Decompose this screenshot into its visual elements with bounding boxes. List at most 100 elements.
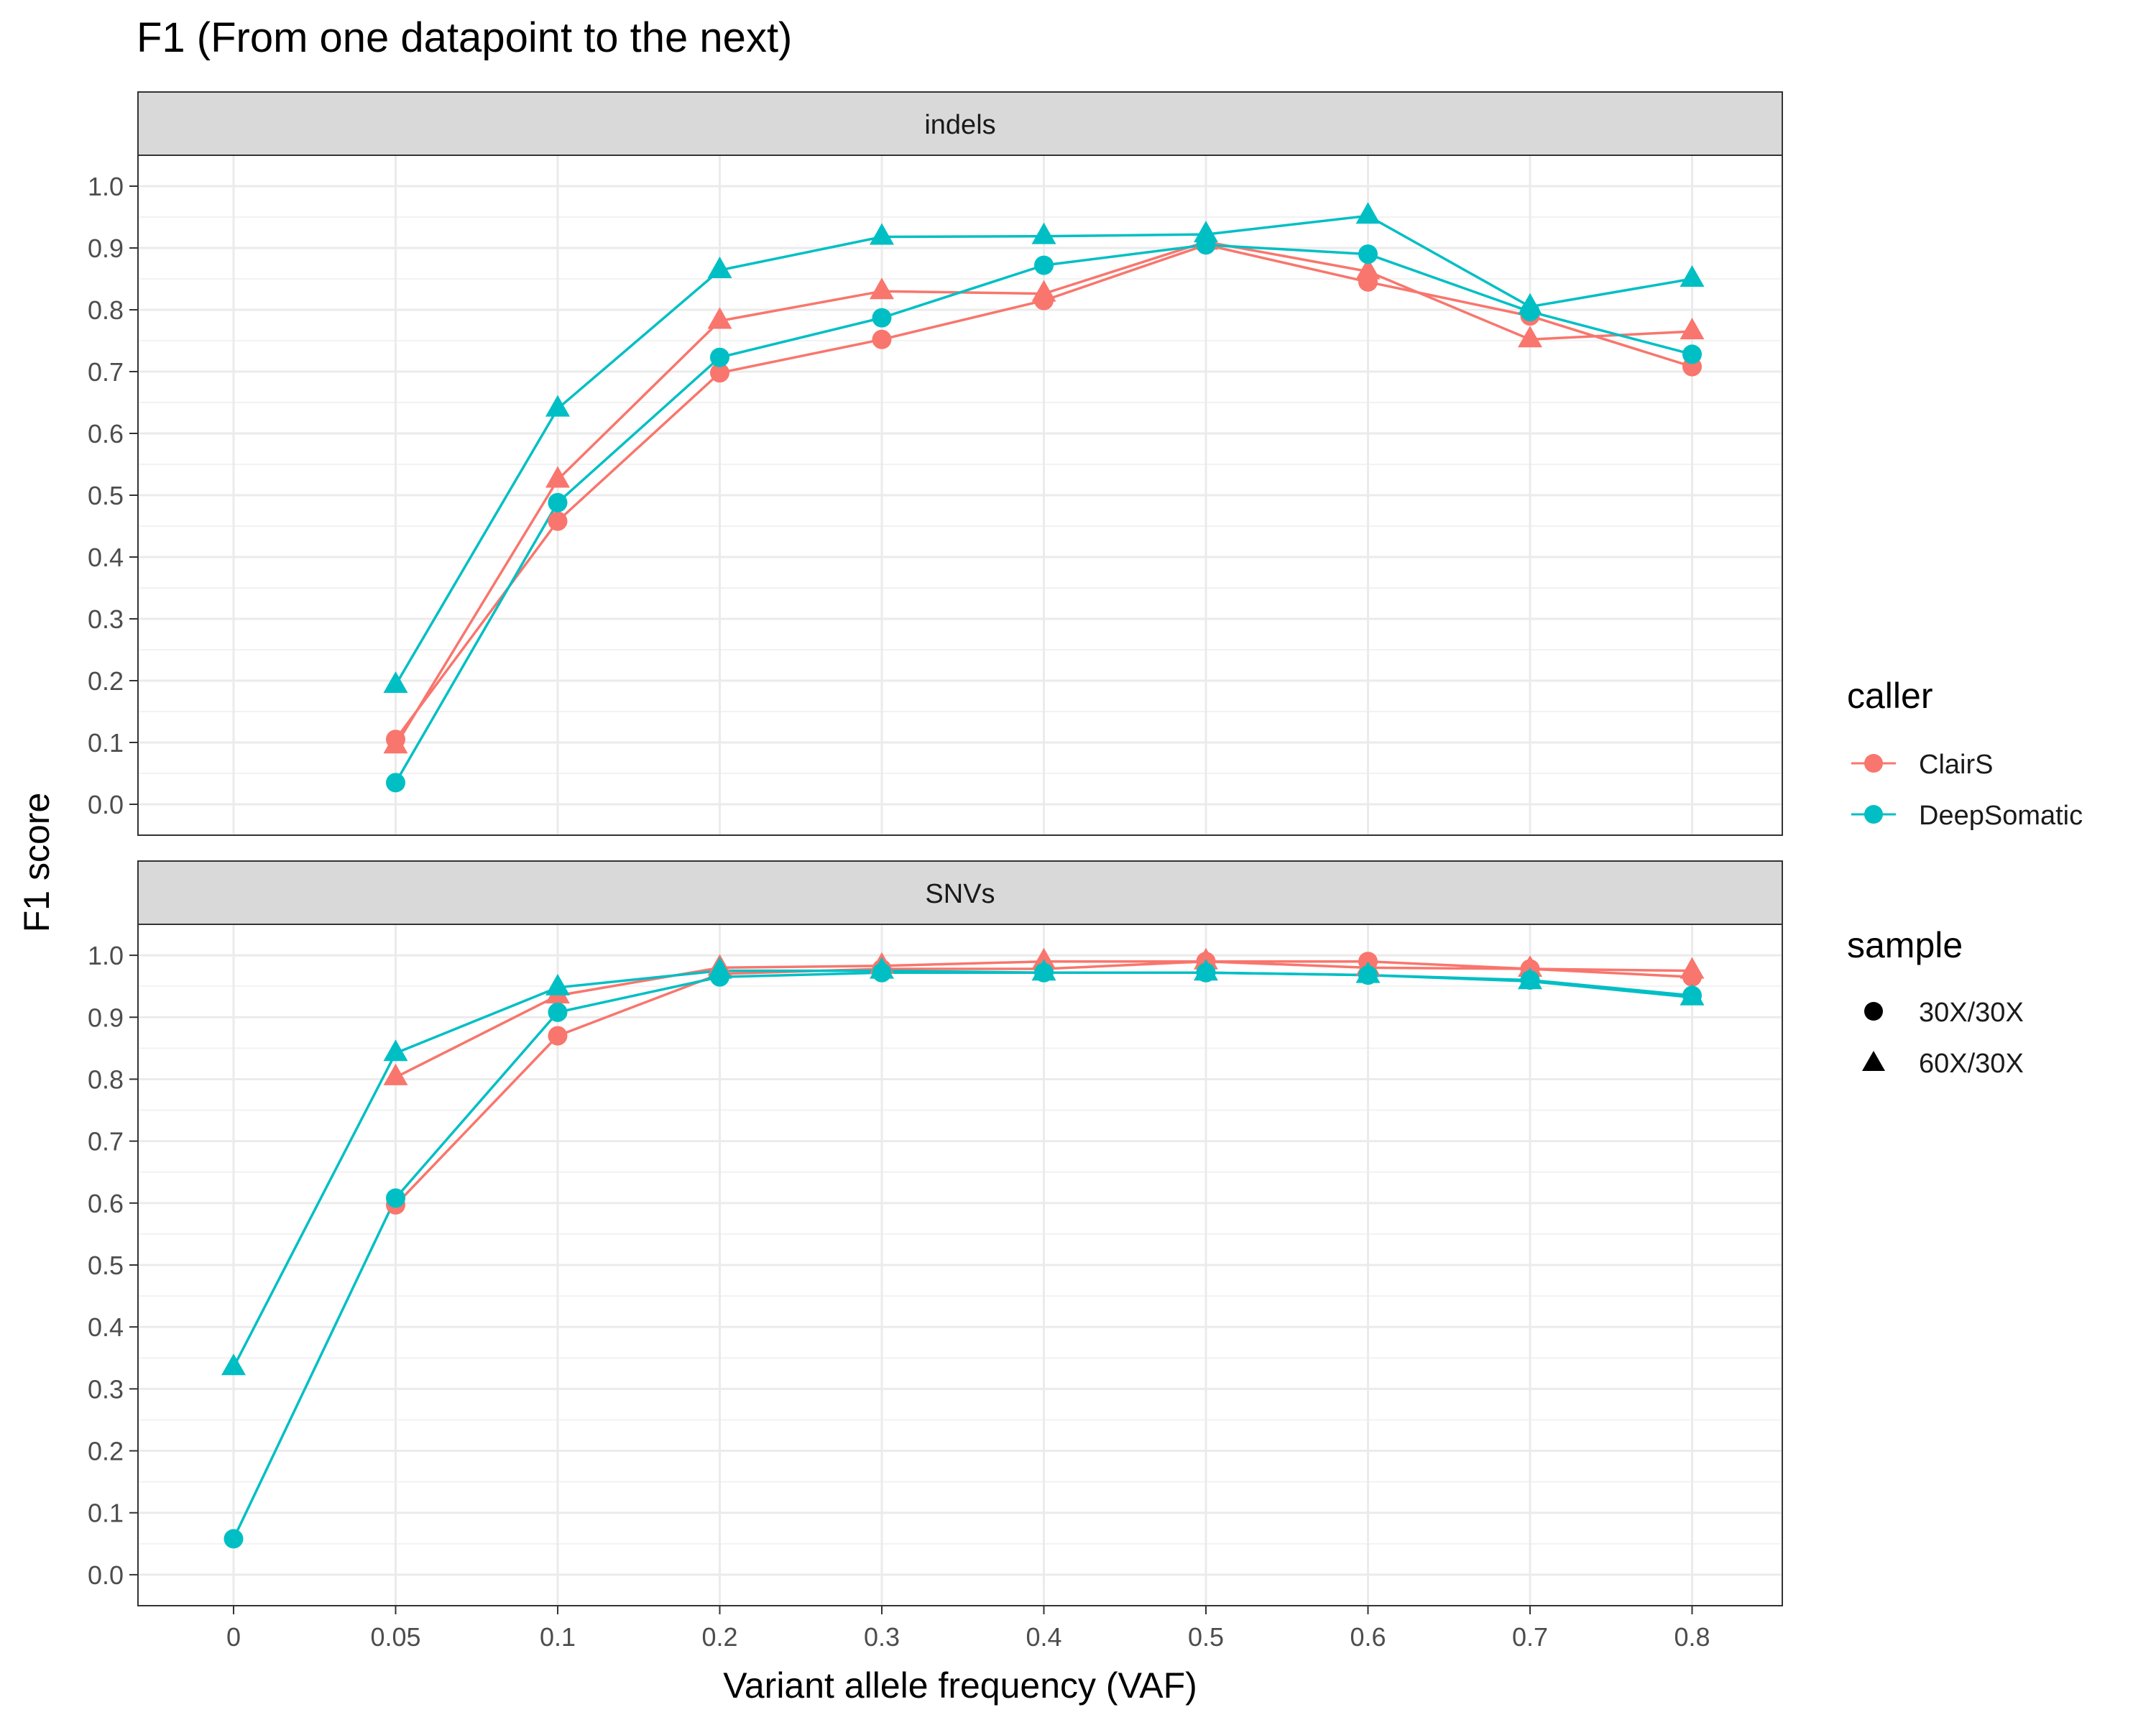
point-snvs-deepsomatic-60x-30x xyxy=(1518,967,1542,990)
panel-indels-y-axis: 0.0 0.1 0.2 0.3 0.4 0.5 0.6 0.7 0.8 0.9 1.0 xyxy=(88,172,138,819)
point-snvs-clairs-60x-30x xyxy=(383,1063,408,1085)
panel-snvs-y-tick-label: 0.1 xyxy=(88,1499,124,1528)
x-axis-label: Variant allele frequency (VAF) xyxy=(723,1665,1197,1706)
legend-sample-title: sample xyxy=(1847,925,1963,965)
panel-snvs-series xyxy=(221,947,1705,1549)
panel-snvs-y-tick-label: 0.3 xyxy=(88,1374,124,1404)
point-indels-clairs-60x-30x xyxy=(1355,257,1381,280)
panel-snvs-label: SNVs xyxy=(925,879,995,909)
panel-indels-y-tick-label: 0.6 xyxy=(88,419,124,448)
panel-snvs-y-tick-label: 0.4 xyxy=(88,1312,124,1342)
point-indels-clairs-60x-30x xyxy=(1680,318,1705,340)
panel-indels-strip xyxy=(137,91,1783,156)
x-axis: 0 0.05 0.1 0.2 0.3 0.4 0.5 0.6 0.7 0.8 xyxy=(226,1606,1710,1652)
point-indels-clairs-30x-30x xyxy=(710,363,729,383)
panel-indels-border xyxy=(137,155,1783,836)
x-tick-label: 0.3 xyxy=(864,1622,900,1652)
x-tick-label: 0.6 xyxy=(1350,1622,1386,1652)
panel-snvs-y-axis: 0.0 0.1 0.2 0.3 0.4 0.5 0.6 0.7 0.8 0.9 1.0 xyxy=(88,941,138,1590)
legend-item-clairs: ClairS xyxy=(1851,750,1993,780)
x-tick-label: 0.4 xyxy=(1026,1622,1061,1652)
point-indels-deepsomatic-30x-30x xyxy=(710,347,729,367)
panel-snvs-points xyxy=(221,947,1705,1549)
x-tick-label: 0.7 xyxy=(1512,1622,1548,1652)
panel-indels-y-tick-label: 0.8 xyxy=(88,295,124,325)
point-indels-deepsomatic-60x-30x xyxy=(707,256,732,278)
x-tick-label: 0.8 xyxy=(1674,1622,1710,1652)
panel-indels-series xyxy=(383,202,1705,793)
panel-indels-y-tick-label: 0.0 xyxy=(88,790,124,819)
point-indels-clairs-60x-30x xyxy=(1518,326,1542,348)
legend-30x-marker xyxy=(1864,1002,1883,1021)
point-indels-clairs-60x-30x xyxy=(545,466,570,488)
x-tick-label: 0 xyxy=(226,1622,241,1652)
point-snvs-clairs-30x-30x xyxy=(548,1026,568,1046)
panel-snvs-y-tick-label: 0.8 xyxy=(88,1064,124,1094)
panel-snvs-grid xyxy=(138,924,1782,1606)
panel-snvs-border xyxy=(137,924,1783,1606)
panel-indels-label: indels xyxy=(924,110,995,140)
point-snvs-deepsomatic-60x-30x xyxy=(1680,983,1705,1006)
point-indels-clairs-30x-30x xyxy=(548,511,568,531)
panel-indels-y-tick-label: 0.3 xyxy=(88,604,124,634)
x-tick-label: 0.2 xyxy=(701,1622,737,1652)
panel-indels-grid xyxy=(138,155,1782,835)
legend-deepsomatic-label: DeepSomatic xyxy=(1919,801,2083,831)
panel-indels-points xyxy=(383,202,1705,793)
legend-caller-title: caller xyxy=(1847,676,1932,716)
point-indels-clairs-60x-30x xyxy=(707,307,732,329)
legend-clairs-marker xyxy=(1864,754,1883,773)
series-line-snvs-deepsomatic-60x-30x xyxy=(232,969,1692,1368)
panel-indels-y-tick-label: 0.4 xyxy=(88,543,124,572)
panel-snvs-y-tick-label: 0.5 xyxy=(88,1251,124,1280)
chart-title: F1 (From one datapoint to the next) xyxy=(137,14,792,61)
point-indels-deepsomatic-30x-30x xyxy=(1682,344,1702,364)
point-snvs-deepsomatic-30x-30x xyxy=(386,1188,405,1208)
legend-clairs-label: ClairS xyxy=(1919,750,1993,780)
panel-snvs-y-tick-label: 0.0 xyxy=(88,1560,124,1590)
point-snvs-deepsomatic-60x-30x xyxy=(1194,959,1218,981)
legend-item-deepsomatic: DeepSomatic xyxy=(1851,801,2083,831)
point-snvs-deepsomatic-60x-30x xyxy=(870,957,894,979)
point-indels-deepsomatic-30x-30x xyxy=(386,773,405,793)
point-indels-deepsomatic-30x-30x xyxy=(1034,255,1054,275)
point-indels-deepsomatic-30x-30x xyxy=(1358,244,1378,264)
x-tick-label: 0.1 xyxy=(540,1622,576,1652)
point-snvs-deepsomatic-30x-30x xyxy=(548,1002,568,1022)
legend-30x-label: 30X/30X xyxy=(1919,998,2024,1028)
point-indels-deepsomatic-60x-30x xyxy=(383,671,408,694)
point-indels-deepsomatic-60x-30x xyxy=(1680,265,1705,287)
panel-indels-y-tick-label: 0.5 xyxy=(88,481,124,510)
panel-snvs: SNVs 0.0 0.1 0.2 0.3 0.4 0.5 0.6 0.7 0.8 0.9 1.0 xyxy=(88,860,1783,1606)
panel-indels-y-tick-label: 1.0 xyxy=(88,172,124,201)
point-snvs-clairs-60x-30x xyxy=(1194,947,1218,970)
point-snvs-deepsomatic-60x-30x xyxy=(545,973,570,995)
point-snvs-deepsomatic-60x-30x xyxy=(383,1039,408,1062)
panel-snvs-y-tick-label: 0.6 xyxy=(88,1189,124,1218)
point-snvs-deepsomatic-60x-30x xyxy=(1031,959,1056,981)
panel-snvs-y-tick-label: 0.7 xyxy=(88,1127,124,1156)
point-indels-clairs-60x-30x xyxy=(1031,280,1056,302)
point-snvs-deepsomatic-60x-30x xyxy=(1355,961,1381,983)
point-indels-deepsomatic-60x-30x xyxy=(1355,202,1381,224)
point-indels-clairs-60x-30x xyxy=(383,732,408,754)
point-indels-deepsomatic-60x-30x xyxy=(1518,293,1542,315)
panel-snvs-y-tick-label: 1.0 xyxy=(88,941,124,970)
panel-snvs-y-tick-label: 0.9 xyxy=(88,1003,124,1032)
legend-item-60x: 60X/30X xyxy=(1862,1049,2024,1079)
panel-snvs-strip xyxy=(137,860,1783,925)
point-indels-clairs-30x-30x xyxy=(872,329,892,349)
point-indels-clairs-60x-30x xyxy=(870,277,894,300)
panel-indels-y-tick-label: 0.2 xyxy=(88,666,124,696)
y-axis-label: F1 score xyxy=(17,793,57,933)
point-snvs-clairs-60x-30x xyxy=(1680,957,1705,979)
panel-indels: indels 0.0 0.1 0.2 0.3 0.4 0.5 0.6 0.7 0.8 0.9 1.0 xyxy=(88,91,1783,836)
legend-deepsomatic-marker xyxy=(1864,805,1883,824)
x-tick-label: 0.05 xyxy=(370,1622,420,1652)
panel-indels-y-tick-label: 0.7 xyxy=(88,357,124,387)
point-indels-deepsomatic-60x-30x xyxy=(870,223,894,245)
point-indels-deepsomatic-60x-30x xyxy=(545,395,570,417)
point-indels-deepsomatic-30x-30x xyxy=(548,492,568,512)
panel-snvs-y-tick-label: 0.2 xyxy=(88,1437,124,1466)
point-snvs-deepsomatic-60x-30x xyxy=(707,957,732,979)
